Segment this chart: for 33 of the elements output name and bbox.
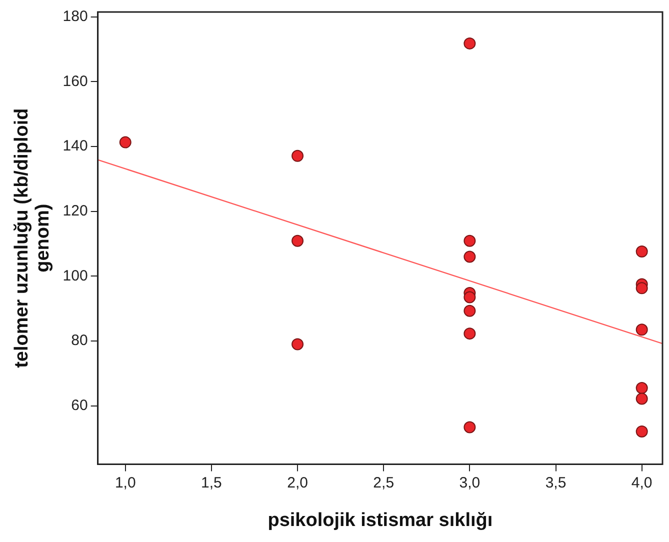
point <box>464 37 476 50</box>
y-tick-label: 180 <box>62 8 88 26</box>
point <box>636 425 648 438</box>
point <box>119 136 132 148</box>
point <box>292 338 304 350</box>
x-axis-title: psikolojik istismar sıklığı <box>268 510 493 531</box>
x-tick-label: 3,5 <box>545 474 566 492</box>
y-tick-label: 120 <box>62 202 88 220</box>
x-tick-label: 2,5 <box>373 474 394 492</box>
point <box>464 304 476 317</box>
y-tick-label: 100 <box>62 267 88 284</box>
point <box>636 392 648 405</box>
point <box>292 150 304 162</box>
point <box>636 382 648 394</box>
y-tick-label: 140 <box>62 138 88 155</box>
y-axis-title: telomer uzunluğu (kb/diploid genom) <box>12 108 54 368</box>
x-tick-label: 1,0 <box>114 474 136 492</box>
y-tick-label: 60 <box>71 396 88 414</box>
x-tick-label: 2,0 <box>287 474 308 492</box>
x-tick-label: 1,5 <box>201 474 222 492</box>
point <box>292 234 304 247</box>
x-tick-label: 3,0 <box>459 474 480 492</box>
point <box>636 246 648 258</box>
point <box>636 282 648 294</box>
point <box>636 324 648 336</box>
x-tick-label: 4,0 <box>631 474 652 492</box>
y-tick-label: 80 <box>71 332 88 350</box>
point <box>464 291 476 304</box>
point <box>464 250 476 263</box>
point <box>464 421 476 434</box>
y-tick-label: 160 <box>62 72 88 90</box>
point <box>464 328 476 340</box>
point <box>464 234 476 247</box>
